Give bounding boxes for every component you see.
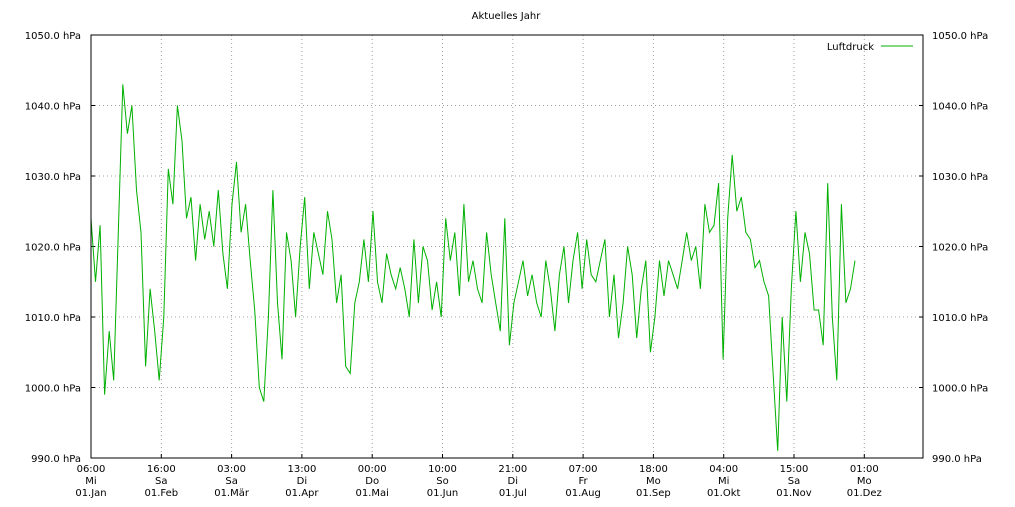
x-tick-day: Sa <box>155 476 167 487</box>
x-tick-day: Fr <box>579 476 589 487</box>
y-axis: 990.0 hPa 990.0 hPa 1000.0 hPa 1000.0 hPa 10… <box>25 31 988 465</box>
y-tick-label-right: 1020.0 hPa <box>932 243 988 254</box>
x-tick-date: 01.Jul <box>499 488 527 499</box>
x-tick-date: 01.Okt <box>707 488 741 499</box>
x-tick-time: 03:00 <box>217 464 246 475</box>
x-tick-day: Mo <box>857 476 872 487</box>
x-tick-time: 04:00 <box>709 464 738 475</box>
x-axis: 06:00Mi01.Jan16:00Sa01.Feb03:00Sa01.Mär1… <box>75 454 882 499</box>
x-tick-date: 01.Apr <box>285 488 319 499</box>
x-tick-day: Mi <box>85 476 96 487</box>
y-tick-label-left: 1000.0 hPa <box>25 384 81 395</box>
x-tick-day: So <box>436 476 448 487</box>
x-tick-date: 01.Dez <box>847 488 882 499</box>
x-tick-day: Di <box>508 476 518 487</box>
x-tick-time: 16:00 <box>147 464 176 475</box>
x-tick-date: 01.Mär <box>214 488 250 499</box>
x-tick-day: Sa <box>788 476 800 487</box>
x-tick-time: 21:00 <box>498 464 527 475</box>
x-tick-day: Sa <box>225 476 237 487</box>
x-tick-date: 01.Jan <box>75 488 106 499</box>
x-tick-time: 15:00 <box>780 464 809 475</box>
y-tick-label-left: 1050.0 hPa <box>25 31 81 42</box>
x-tick-time: 18:00 <box>639 464 668 475</box>
x-tick-day: Mo <box>646 476 661 487</box>
x-tick-date: 01.Sep <box>636 488 671 499</box>
x-tick-date: 01.Jun <box>427 488 459 499</box>
x-tick-day: Di <box>297 476 307 487</box>
y-tick-label-right: 1050.0 hPa <box>932 31 988 42</box>
x-tick-date: 01.Nov <box>776 488 812 499</box>
x-tick-day: Mi <box>718 476 729 487</box>
grid <box>91 35 923 458</box>
x-tick-time: 07:00 <box>569 464 598 475</box>
series-line-luftdruck <box>90 84 856 451</box>
x-tick-date: 01.Mai <box>355 488 388 499</box>
y-tick-label-right: 990.0 hPa <box>932 454 982 465</box>
x-tick-time: 13:00 <box>287 464 316 475</box>
x-tick-time: 01:00 <box>850 464 879 475</box>
plot-frame <box>90 34 924 459</box>
x-tick-date: 01.Feb <box>144 488 178 499</box>
y-tick-label-right: 1010.0 hPa <box>932 313 988 324</box>
chart-title: Aktuelles Jahr <box>472 11 542 22</box>
y-tick-label-right: 1000.0 hPa <box>932 384 988 395</box>
y-tick-label-left: 1020.0 hPa <box>25 243 81 254</box>
x-tick-time: 10:00 <box>428 464 457 475</box>
legend-label: Luftdruck <box>827 42 874 53</box>
series-layer <box>90 84 856 451</box>
x-tick-day: Do <box>365 476 379 487</box>
x-tick-time: 06:00 <box>77 464 106 475</box>
y-tick-label-left: 1040.0 hPa <box>25 102 81 113</box>
y-tick-label-left: 1010.0 hPa <box>25 313 81 324</box>
y-tick-label-right: 1030.0 hPa <box>932 172 988 183</box>
legend: Luftdruck <box>827 42 913 53</box>
x-tick-time: 00:00 <box>358 464 387 475</box>
y-tick-label-right: 1040.0 hPa <box>932 102 988 113</box>
y-tick-label-left: 990.0 hPa <box>31 454 81 465</box>
y-tick-label-left: 1030.0 hPa <box>25 172 81 183</box>
x-tick-date: 01.Aug <box>565 488 600 499</box>
